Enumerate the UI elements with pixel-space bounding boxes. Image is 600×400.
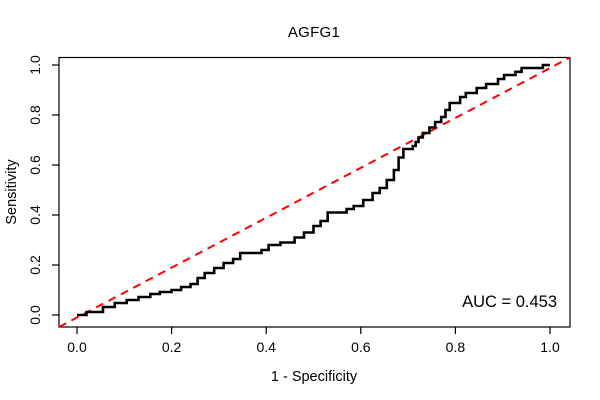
auc-annotation: AUC = 0.453 [462, 293, 557, 311]
y-tick-label: 0.2 [27, 255, 43, 275]
x-tick-label: 0.8 [446, 339, 466, 355]
x-tick-label: 0.2 [162, 339, 182, 355]
x-axis-label: 1 - Specificity [271, 369, 358, 385]
plot-box [58, 56, 571, 328]
y-tick-label: 1.0 [27, 55, 43, 75]
y-tick-label: 0.0 [27, 305, 43, 325]
x-tick-label: 1.0 [540, 339, 560, 355]
chart-lines [58, 56, 571, 328]
y-tick-label: 0.8 [27, 105, 43, 125]
chance-diagonal-line [58, 56, 571, 328]
x-tick-label: 0.0 [67, 339, 87, 355]
y-tick-label: 0.6 [27, 155, 43, 175]
y-tick-label: 0.4 [27, 205, 43, 225]
roc-curve [77, 63, 550, 317]
x-tick-label: 0.6 [351, 339, 371, 355]
chart-title: AGFG1 [288, 24, 340, 41]
y-axis-label: Sensitivity [4, 159, 20, 225]
axis-ticks: 0.0 0.2 0.4 0.6 0.8 1.0 0.0 0.2 0.4 0.6 0.8 1.0 [27, 55, 560, 355]
x-tick-label: 0.4 [256, 339, 276, 355]
